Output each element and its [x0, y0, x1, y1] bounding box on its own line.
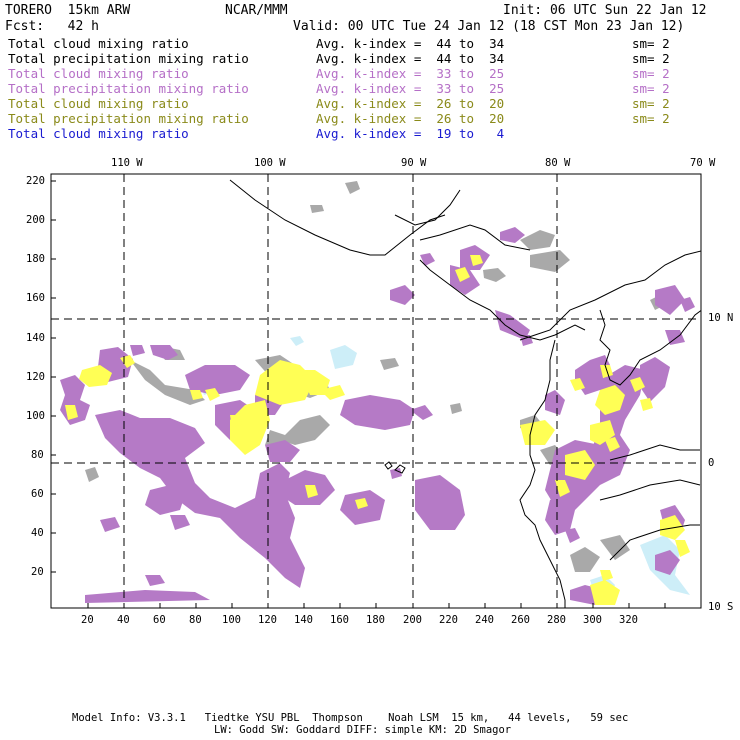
x-tick-label: 140	[294, 614, 313, 626]
organization-label: NCAR/MMM	[225, 3, 288, 18]
y-tick-label: 180	[26, 253, 45, 265]
lat-label: 0	[708, 457, 715, 469]
legend-field: Total precipitation mixing ratio	[8, 51, 249, 66]
x-tick-label: 220	[439, 614, 458, 626]
y-tick-label: 60	[31, 488, 44, 500]
lon-label: 110 W	[111, 157, 143, 169]
x-tick-label: 200	[403, 614, 422, 626]
x-tick-label: 180	[366, 614, 385, 626]
init-time: Init: 06 UTC Sun 22 Jan 12	[503, 3, 707, 18]
coastlines	[229, 179, 701, 608]
legend-smoothing: sm= 2	[632, 51, 670, 66]
legend-kindex: Avg. k-index = 26 to 20	[316, 96, 505, 111]
legend-kindex: Avg. k-index = 44 to 34	[316, 51, 505, 66]
y-tick-label: 220	[26, 175, 45, 187]
legend-field: Total cloud mixing ratio	[8, 66, 189, 81]
x-tick-label: 280	[547, 614, 566, 626]
x-tick-label: 40	[117, 614, 130, 626]
valid-time: Valid: 00 UTC Tue 24 Jan 12 (18 CST Mon …	[293, 19, 685, 34]
forecast-hour: Fcst: 42 h	[5, 19, 99, 34]
y-tick-label: 100	[26, 410, 45, 422]
model-title: TORERO 15km ARW	[5, 3, 131, 18]
y-tick-label: 80	[31, 449, 44, 461]
x-tick-label: 240	[475, 614, 494, 626]
legend-field: Total precipitation mixing ratio	[8, 111, 249, 126]
lon-label: 100 W	[254, 157, 286, 169]
x-tick-label: 300	[583, 614, 602, 626]
physics-info: LW: Godd SW: Goddard DIFF: simple KM: 2D…	[214, 724, 512, 736]
x-tick-label: 20	[81, 614, 94, 626]
x-tick-label: 160	[330, 614, 349, 626]
lon-label: 70 W	[690, 157, 716, 169]
x-tick-label: 100	[222, 614, 241, 626]
x-tick-label: 60	[153, 614, 166, 626]
legend-smoothing: sm= 2	[632, 36, 670, 51]
x-tick-label: 260	[511, 614, 530, 626]
axis-ticks	[51, 180, 666, 608]
legend-smoothing: sm= 2	[632, 96, 670, 111]
model-info: Model Info: V3.3.1 Tiedtke YSU PBL Thomp…	[72, 712, 629, 724]
legend-kindex: Avg. k-index = 44 to 34	[316, 36, 505, 51]
lat-label: 10 N	[708, 312, 734, 324]
legend-kindex: Avg. k-index = 26 to 20	[316, 111, 505, 126]
lat-label: 10 S	[708, 601, 734, 613]
legend-field: Total precipitation mixing ratio	[8, 81, 249, 96]
x-tick-label: 320	[619, 614, 638, 626]
legend-smoothing: sm= 2	[632, 111, 670, 126]
legend-kindex: Avg. k-index = 33 to 25	[316, 66, 505, 81]
legend-smoothing: sm= 2	[632, 66, 670, 81]
y-tick-label: 200	[26, 214, 45, 226]
y-tick-label: 120	[26, 371, 45, 383]
cloud-field-yellow	[65, 255, 690, 605]
x-tick-label: 80	[189, 614, 202, 626]
lon-label: 90 W	[401, 157, 427, 169]
legend-kindex: Avg. k-index = 33 to 25	[316, 81, 505, 96]
y-tick-label: 140	[26, 332, 45, 344]
legend-field: Total cloud mixing ratio	[8, 126, 189, 141]
legend-kindex: Avg. k-index = 19 to 4	[316, 126, 505, 141]
y-tick-label: 20	[31, 566, 44, 578]
cloud-field-purple	[60, 227, 695, 605]
graticule	[51, 174, 701, 608]
legend-field: Total cloud mixing ratio	[8, 36, 189, 51]
legend-field: Total cloud mixing ratio	[8, 96, 189, 111]
y-tick-label: 40	[31, 527, 44, 539]
y-tick-label: 160	[26, 292, 45, 304]
lon-label: 80 W	[545, 157, 571, 169]
x-tick-label: 120	[258, 614, 277, 626]
legend-smoothing: sm= 2	[632, 81, 670, 96]
